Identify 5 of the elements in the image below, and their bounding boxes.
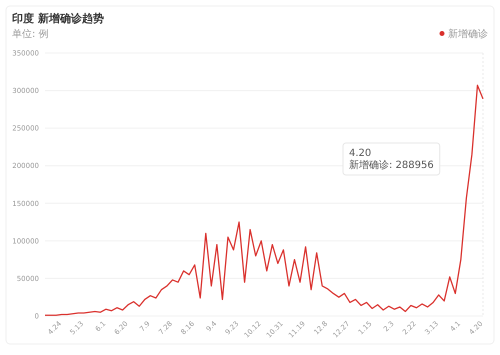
legend-label: 新增确诊	[448, 28, 488, 40]
line-series	[44, 84, 484, 316]
chart-title: 印度 新增确诊趋势	[12, 12, 104, 25]
annotation: 4.20 新增确诊: 288956	[349, 148, 434, 171]
chart-subtitle: 单位: 例	[12, 28, 49, 40]
